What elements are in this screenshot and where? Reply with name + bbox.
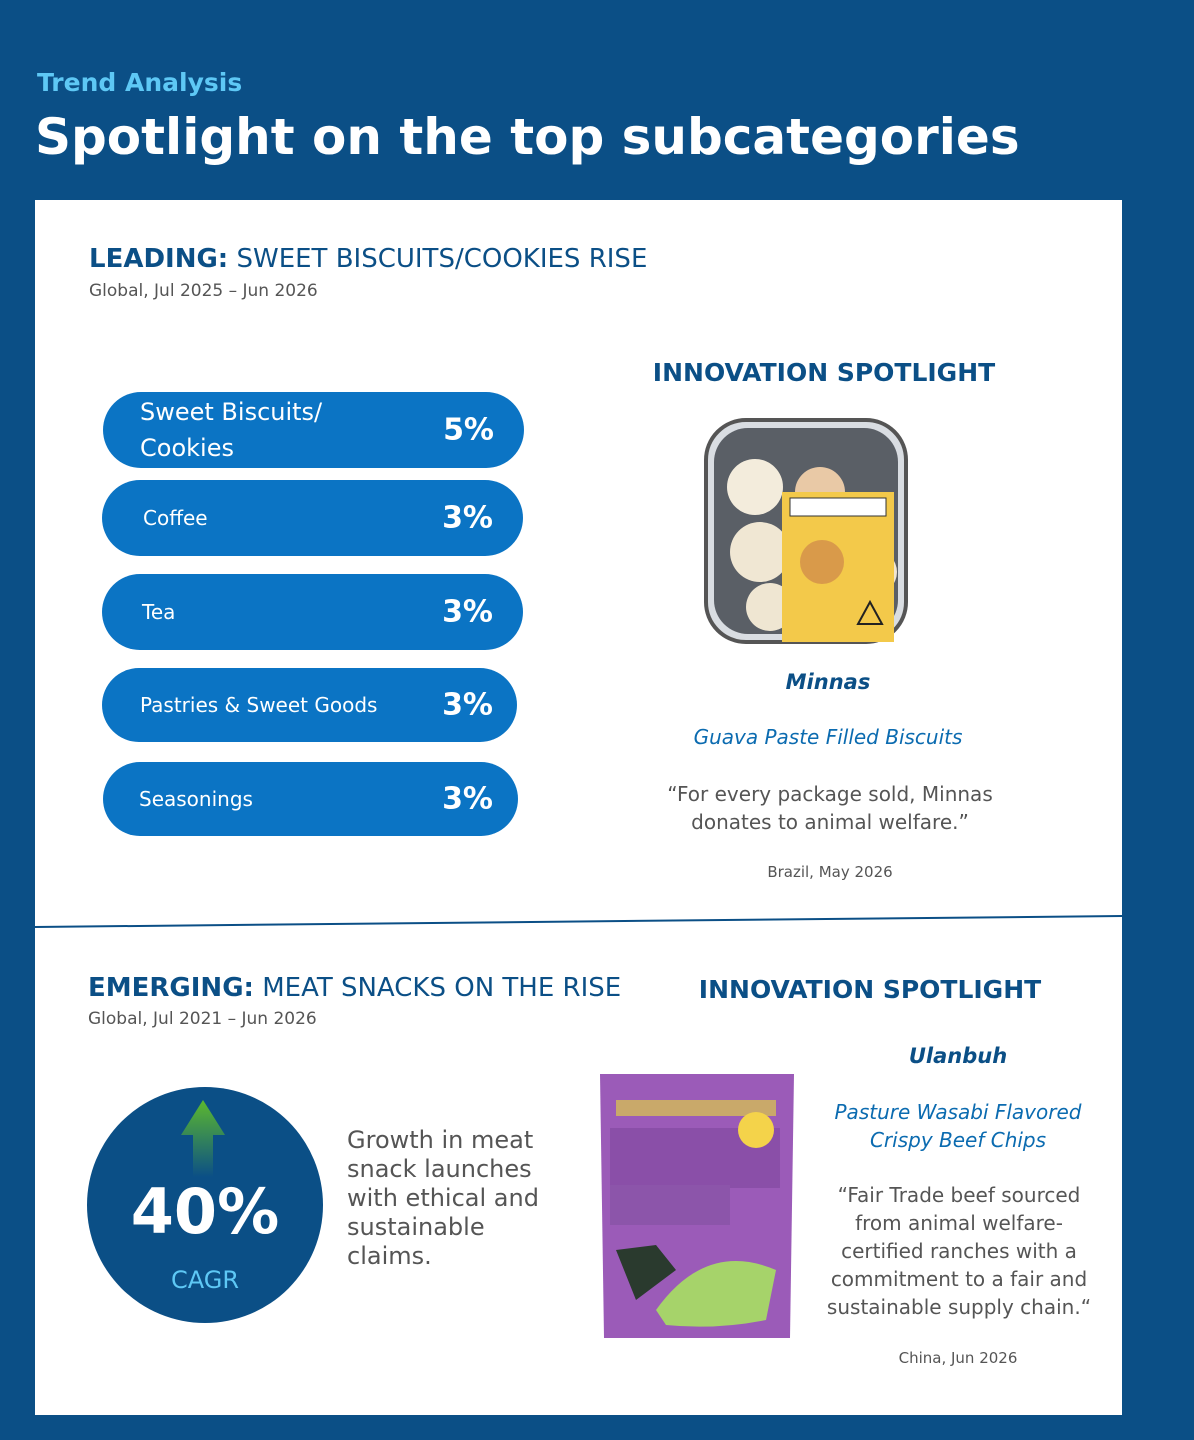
page-title: Spotlight on the top subcategories [35, 108, 1020, 166]
subcategory-pill: Tea 3% [102, 574, 523, 650]
stat-description: Growth in meat snack launches with ethic… [347, 1126, 539, 1270]
subcategory-name: Pastries & Sweet Goods [140, 693, 378, 717]
section-heading: EMERGING: MEAT SNACKS ON THE RISE [88, 973, 621, 1003]
section-heading: LEADING: SWEET BISCUITS/COOKIES RISE [89, 244, 647, 274]
subcategory-pill: Pastries & Sweet Goods 3% [102, 668, 517, 742]
section-headline: MEAT SNACKS ON THE RISE [262, 973, 622, 1003]
subcategory-name: Sweet Biscuits/ Cookies [140, 398, 323, 462]
spotlight-product: Pasture Wasabi Flavored Crispy Beef Chip… [834, 1100, 1082, 1152]
eyebrow: Trend Analysis [37, 68, 243, 97]
spotlight-location: China, Jun 2026 [898, 1349, 1018, 1367]
subcategory-share: 3% [442, 594, 493, 630]
spotlight-product: Guava Paste Filled Biscuits [693, 725, 963, 749]
spotlight-title: INNOVATION SPOTLIGHT [698, 975, 1042, 1004]
spotlight-quote: “Fair Trade beef sourced from animal wel… [826, 1183, 1092, 1319]
subcategory-share: 3% [442, 781, 493, 817]
product-image [600, 1074, 794, 1338]
section-label: EMERGING: [88, 973, 254, 1003]
subcategory-pill: Seasonings 3% [103, 762, 518, 836]
stat-value: 40% [130, 1175, 280, 1248]
subcategory-share: 3% [442, 500, 493, 536]
subcategory-name: Coffee [143, 506, 208, 530]
spotlight-brand: Minnas [785, 670, 871, 694]
section-subtitle: Global, Jul 2021 – Jun 2026 [88, 1009, 317, 1029]
section-headline: SWEET BISCUITS/COOKIES RISE [236, 244, 648, 274]
spotlight-quote: “For every package sold, Minnas donates … [667, 782, 993, 834]
section-label: LEADING: [89, 244, 229, 274]
product-image [704, 418, 908, 644]
spotlight-location: Brazil, May 2026 [767, 863, 893, 881]
subcategory-pill: Sweet Biscuits/ Cookies 5% [103, 392, 524, 468]
section-subtitle: Global, Jul 2025 – Jun 2026 [89, 281, 318, 301]
stat-label: CAGR [170, 1266, 240, 1294]
subcategory-share: 5% [443, 412, 494, 448]
stat-circle [87, 1087, 323, 1323]
spotlight-brand: Ulanbuh [908, 1044, 1008, 1068]
subcategory-share: 3% [442, 687, 493, 723]
subcategory-pill: Coffee 3% [102, 480, 523, 556]
subcategory-name: Tea [142, 600, 176, 624]
spotlight-title: INNOVATION SPOTLIGHT [652, 358, 996, 387]
subcategory-name: Seasonings [139, 787, 253, 811]
